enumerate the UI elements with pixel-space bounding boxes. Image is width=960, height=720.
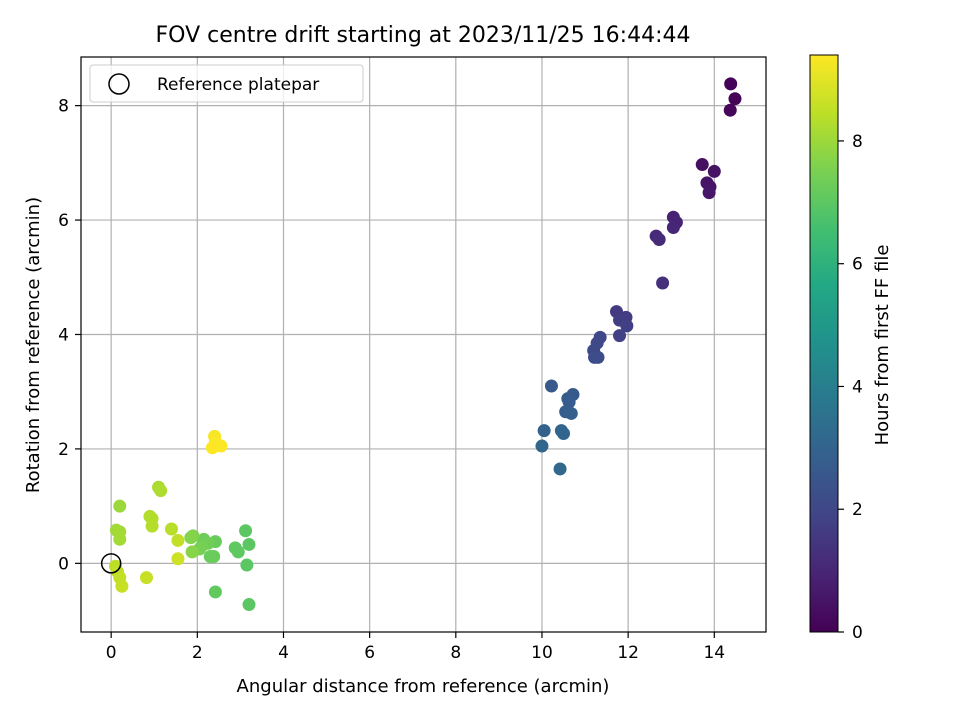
- x-axis-label: Angular distance from reference (arcmin): [237, 676, 610, 697]
- colorbar-gradient: [809, 54, 839, 633]
- colorbar-label: Hours from first FF file: [872, 245, 893, 446]
- data-point: [652, 233, 666, 247]
- data-point: [537, 424, 551, 438]
- data-point: [208, 585, 222, 599]
- y-tick-label: 8: [58, 97, 69, 117]
- legend-marker: [108, 73, 130, 95]
- data-point: [723, 103, 737, 117]
- data-point: [203, 549, 217, 563]
- scatter-points: [108, 77, 742, 612]
- x-tick-label: 2: [192, 643, 203, 663]
- data-point: [164, 522, 178, 536]
- data-point: [240, 558, 254, 572]
- data-point: [184, 531, 198, 545]
- data-point: [185, 545, 199, 559]
- x-tick-label: 6: [364, 643, 375, 663]
- data-point: [242, 537, 256, 551]
- data-point: [620, 319, 634, 333]
- data-point: [242, 598, 256, 612]
- data-point: [113, 499, 127, 513]
- data-point: [702, 186, 716, 200]
- data-point: [613, 329, 627, 343]
- legend: Reference platepar: [89, 64, 364, 103]
- grid-lines: [81, 57, 766, 632]
- x-tick-label: 10: [531, 643, 553, 663]
- legend-box: [89, 64, 364, 103]
- data-point: [666, 220, 680, 234]
- data-point: [113, 532, 127, 546]
- y-tick-label: 0: [58, 554, 69, 574]
- data-point: [115, 579, 129, 593]
- data-point: [544, 379, 558, 393]
- y-tick-label: 4: [58, 325, 69, 345]
- colorbar-ticks: 0 2 4 6 8: [838, 132, 863, 643]
- y-axis-label: Rotation from reference (arcmin): [23, 197, 44, 493]
- data-point: [239, 524, 253, 538]
- data-point: [171, 552, 185, 566]
- legend-entry-label: Reference platepar: [157, 75, 319, 95]
- x-axis-ticks: 0 2 4 6 8 10 12 14: [106, 632, 725, 663]
- y-tick-label: 6: [58, 211, 69, 231]
- colorbar-tick-label: 4: [852, 377, 863, 397]
- reference-point: [100, 553, 122, 574]
- data-point: [154, 484, 168, 498]
- data-point: [557, 426, 571, 440]
- x-tick-label: 14: [703, 643, 725, 663]
- x-tick-label: 4: [278, 643, 289, 663]
- x-tick-label: 12: [617, 643, 639, 663]
- y-axis-ticks: 0 2 4 6 8: [58, 97, 81, 574]
- data-point: [553, 462, 567, 476]
- data-point: [231, 545, 245, 559]
- y-tick-label: 2: [58, 440, 69, 460]
- x-tick-label: 0: [106, 643, 117, 663]
- data-point: [139, 571, 153, 585]
- colorbar-tick-label: 0: [852, 623, 863, 643]
- data-point: [724, 77, 738, 91]
- x-tick-label: 8: [450, 643, 461, 663]
- colorbar-tick-label: 8: [852, 132, 863, 152]
- data-point: [143, 509, 157, 523]
- colorbar-tick-label: 6: [852, 255, 863, 275]
- data-point: [656, 276, 670, 290]
- colorbar: 0 2 4 6 8 Hours from first FF file: [809, 54, 893, 643]
- data-point: [728, 92, 742, 106]
- data-point: [591, 350, 605, 364]
- colorbar-tick-label: 2: [852, 500, 863, 520]
- data-point: [535, 439, 549, 453]
- data-point: [564, 406, 578, 420]
- reference-marker: [100, 553, 122, 574]
- chart-title: FOV centre drift starting at 2023/11/25 …: [156, 23, 691, 48]
- data-point: [171, 533, 185, 547]
- data-point: [707, 164, 721, 178]
- data-point: [695, 158, 709, 172]
- data-point: [205, 441, 219, 455]
- plot-frame: [80, 56, 767, 633]
- data-point: [145, 519, 159, 533]
